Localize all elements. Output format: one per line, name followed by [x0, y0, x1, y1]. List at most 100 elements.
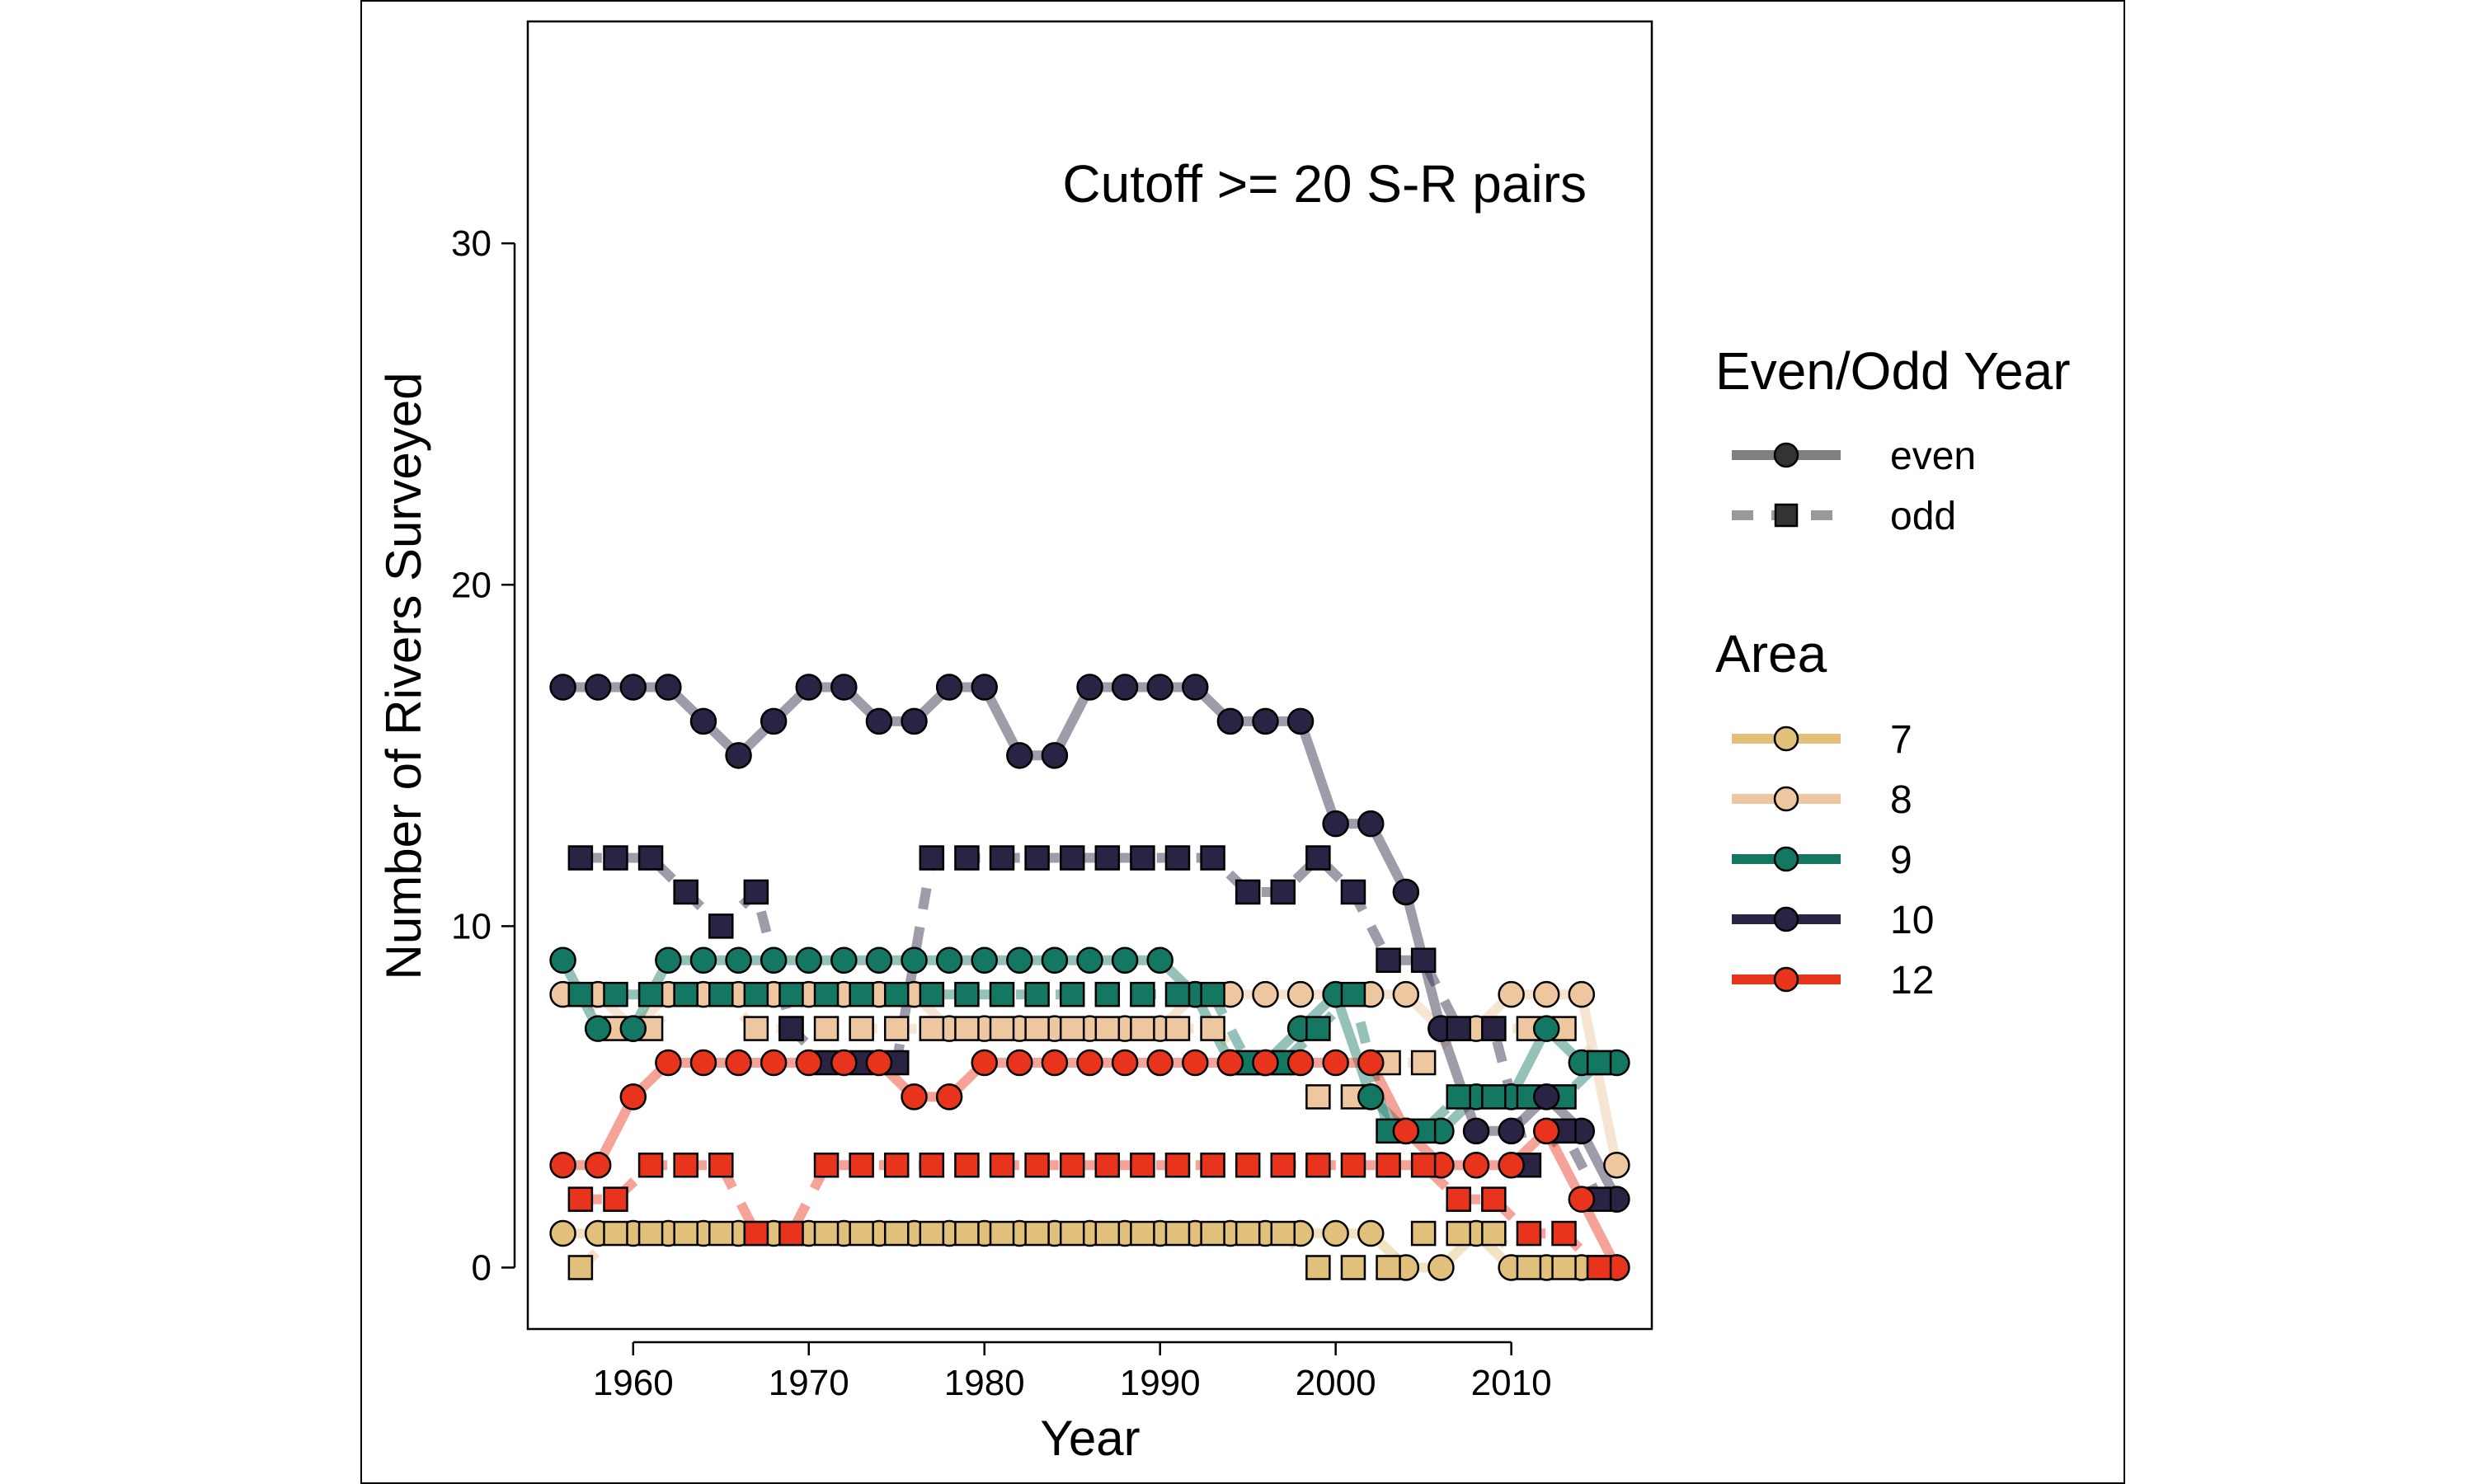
x-tick-label-1970: 1970: [769, 1363, 849, 1403]
point-area-10-1996: [1252, 707, 1279, 735]
point-area-7-1983: [1024, 1220, 1050, 1247]
point-area-12-1973: [849, 1152, 874, 1178]
point-area-8-1977: [919, 1016, 945, 1041]
legend-title-area: Area: [1715, 624, 1827, 683]
point-area-10-1964: [689, 707, 717, 735]
point-area-7-1999: [1305, 1255, 1331, 1280]
point-area-10-1981: [989, 845, 1015, 871]
point-area-9-1968: [760, 946, 788, 974]
point-area-8-1975: [883, 1016, 910, 1041]
point-area-7-2005: [1410, 1220, 1437, 1247]
point-area-8-2004: [1392, 980, 1420, 1008]
series-points: [549, 674, 1630, 1281]
point-area-12-1999: [1305, 1152, 1331, 1178]
point-area-7-2003: [1376, 1255, 1401, 1280]
point-area-7-2000: [1322, 1219, 1349, 1247]
point-area-8-1998: [1286, 980, 1315, 1008]
point-area-10-2001: [1340, 879, 1366, 905]
point-area-12-1992: [1182, 1049, 1209, 1077]
legend-item-area-12: 12: [1732, 959, 1934, 1003]
point-area-8-1996: [1252, 980, 1279, 1008]
point-area-12-2008: [1462, 1151, 1490, 1179]
point-area-8-1973: [849, 1016, 874, 1041]
point-area-10-2004: [1392, 878, 1420, 906]
point-area-12-2001: [1340, 1152, 1366, 1178]
point-area-8-1985: [1059, 1016, 1085, 1041]
legend: Even/Odd Year even odd Area 7 8 9 10 12: [1715, 341, 2071, 1003]
point-area-12-1979: [954, 1152, 980, 1178]
point-area-10-1991: [1164, 845, 1191, 871]
point-area-9-1956: [549, 946, 576, 974]
point-area-10-1961: [637, 845, 664, 871]
point-area-12-1987: [1094, 1152, 1121, 1178]
point-area-10-2007: [1446, 1016, 1471, 1041]
y-axis-title: Number of Rivers Surveyed: [376, 373, 431, 980]
legend-item-area-8: 8: [1732, 778, 1912, 822]
point-area-12-1996: [1252, 1049, 1279, 1077]
y-tick-label-0: 0: [472, 1247, 492, 1288]
point-area-10-2002: [1357, 810, 1385, 838]
point-area-9-1966: [725, 946, 752, 974]
point-area-9-1990: [1146, 946, 1174, 974]
y-tick-label-30: 30: [451, 223, 492, 264]
point-area-7-1956: [549, 1219, 576, 1247]
point-area-12-2003: [1376, 1152, 1401, 1178]
point-area-12-1981: [989, 1152, 1015, 1178]
point-area-12-2013: [1551, 1220, 1577, 1247]
point-area-10-2009: [1481, 1016, 1507, 1041]
point-area-12-1974: [865, 1049, 893, 1077]
point-area-8-1989: [1130, 1016, 1155, 1041]
point-area-7-1997: [1270, 1220, 1296, 1247]
x-tick-label-1990: 1990: [1120, 1363, 1201, 1403]
point-area-12-1967: [743, 1220, 769, 1247]
legend-title-parity: Even/Odd Year: [1715, 341, 2071, 401]
point-area-12-1995: [1235, 1152, 1261, 1178]
point-area-12-1994: [1216, 1049, 1244, 1077]
point-area-12-1983: [1024, 1152, 1050, 1178]
point-area-12-2012: [1532, 1117, 1560, 1145]
point-area-7-2006: [1427, 1254, 1455, 1281]
point-area-10-1979: [954, 845, 980, 871]
point-area-10-1978: [935, 674, 963, 701]
legend-item-area-9: 9: [1732, 838, 1912, 882]
point-area-10-1984: [1041, 742, 1069, 769]
point-area-10-1986: [1076, 674, 1103, 701]
point-area-10-1980: [971, 674, 998, 701]
legend-label-area-8: 8: [1890, 778, 1912, 822]
point-area-9-1958: [584, 1015, 612, 1042]
point-area-10-1974: [865, 707, 893, 735]
point-area-12-1977: [919, 1152, 945, 1178]
point-area-10-1962: [655, 674, 682, 701]
point-area-12-1988: [1111, 1049, 1139, 1077]
point-area-9-1963: [673, 981, 698, 1007]
plot-panel: [526, 20, 1653, 1331]
point-area-9-1962: [655, 946, 682, 974]
point-area-12-1965: [708, 1152, 734, 1178]
point-area-7-2002: [1357, 1219, 1385, 1247]
point-area-8-2010: [1498, 980, 1525, 1008]
point-area-10-2000: [1322, 810, 1349, 838]
point-area-9-1967: [743, 981, 769, 1007]
point-area-7-1959: [603, 1220, 628, 1247]
series-line-area-12-odd: [580, 1160, 1603, 1271]
point-area-10-2010: [1498, 1117, 1525, 1145]
point-area-7-2007: [1446, 1220, 1471, 1247]
point-area-12-1959: [603, 1186, 628, 1212]
point-area-7-1991: [1164, 1220, 1191, 1247]
point-area-10-1966: [725, 742, 752, 769]
point-area-12-1962: [655, 1049, 682, 1077]
point-area-10-1985: [1059, 845, 1085, 871]
point-area-12-1984: [1041, 1049, 1069, 1077]
point-area-7-1963: [673, 1220, 698, 1247]
point-area-9-1999: [1305, 1016, 1331, 1041]
point-area-10-1963: [673, 879, 698, 905]
point-area-7-1989: [1130, 1220, 1155, 1247]
point-area-9-1980: [971, 946, 998, 974]
point-area-8-1979: [954, 1016, 980, 1041]
point-area-10-1958: [584, 674, 612, 701]
point-area-9-1986: [1076, 946, 1103, 974]
point-area-9-1957: [567, 981, 594, 1007]
point-area-7-2009: [1481, 1220, 1507, 1247]
point-area-12-1972: [830, 1049, 858, 1077]
